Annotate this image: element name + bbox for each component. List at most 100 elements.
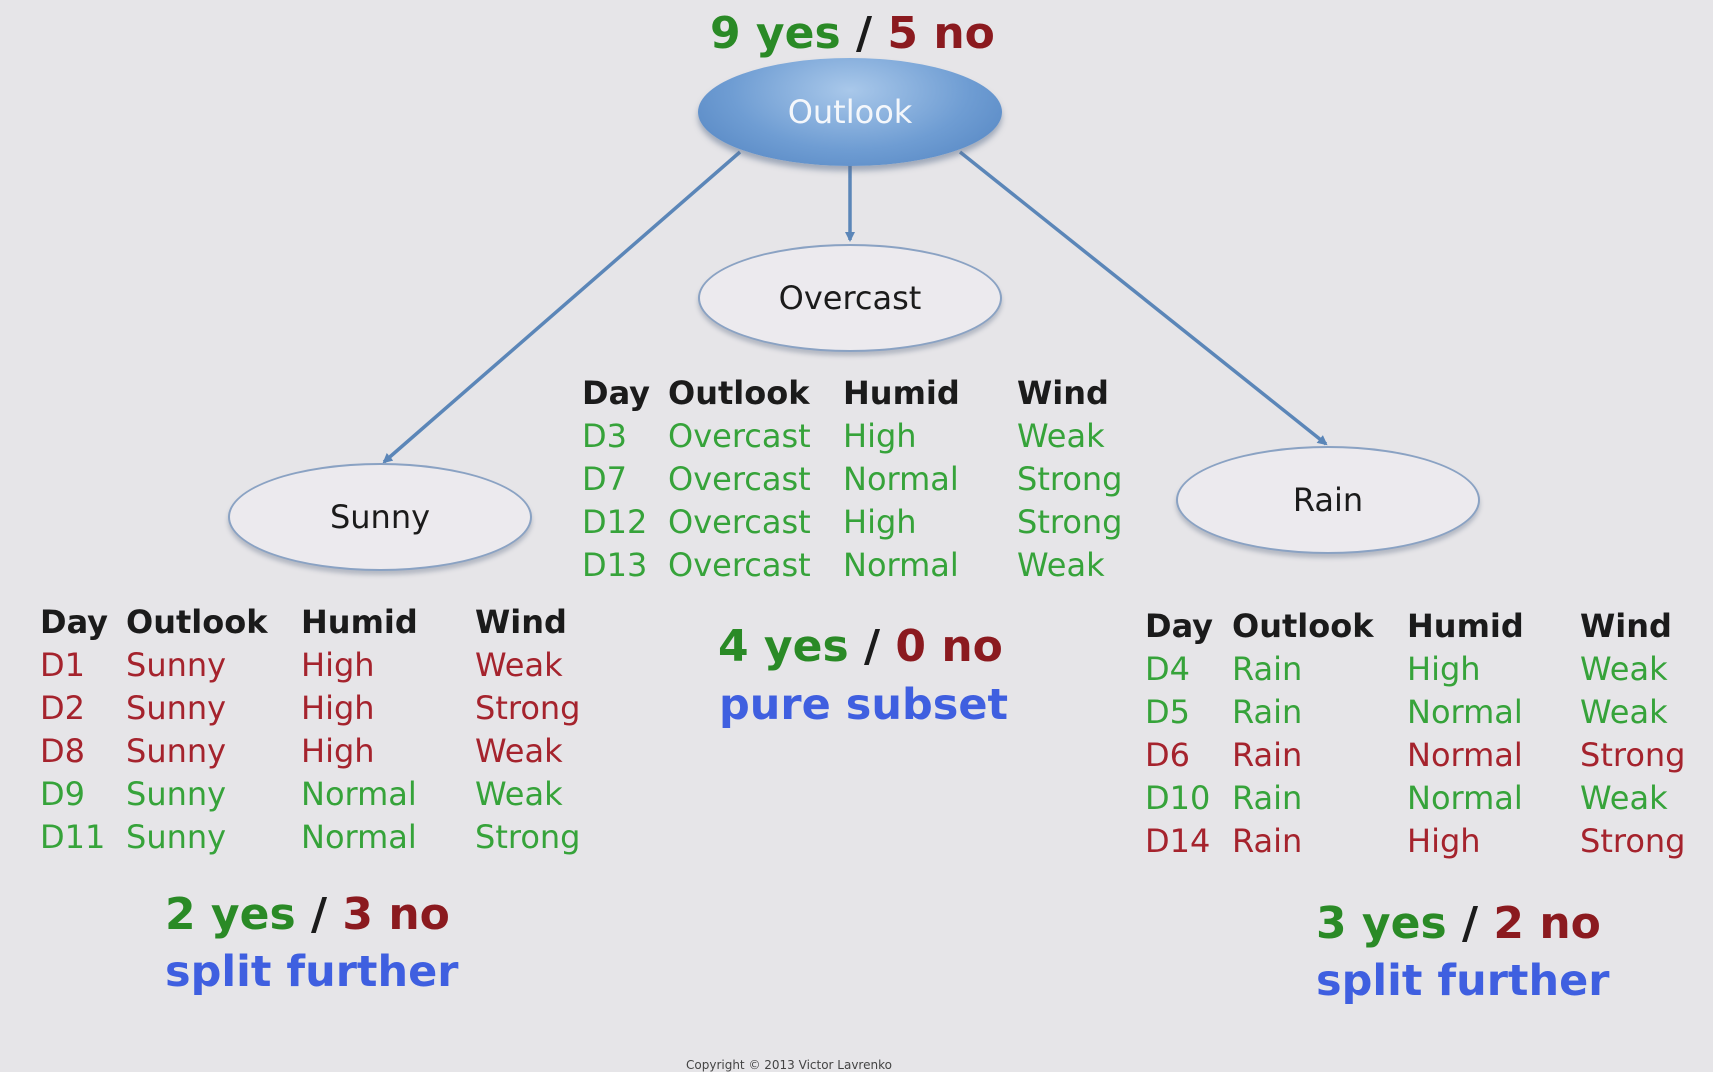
node-sunny-label: Sunny: [329, 498, 431, 536]
cell-day: D8: [40, 731, 85, 770]
overcast-yes-count: 4 yes: [718, 621, 849, 672]
column-header-wind: Wind: [1017, 373, 1109, 412]
column-header-day: Day: [1145, 606, 1214, 645]
cell-humid: Normal: [1407, 735, 1523, 774]
table-header-row: Day Outlook Humid Wind: [582, 371, 1147, 414]
cell-day: D10: [1145, 778, 1211, 817]
table-row: D4 Rain High Weak: [1145, 647, 1700, 690]
cell-humid: Normal: [843, 545, 959, 584]
column-header-outlook: Outlook: [668, 373, 810, 412]
rain-slash: /: [1461, 898, 1479, 949]
root-no-count: 5 no: [887, 8, 995, 59]
edge-to-sunny: [382, 150, 742, 464]
cell-humid: High: [301, 645, 375, 684]
cell-wind: Strong: [1580, 821, 1686, 860]
cell-humid: High: [301, 688, 375, 727]
cell-day: D12: [582, 502, 648, 541]
cell-day: D3: [582, 416, 627, 455]
overcast-note: pure subset: [719, 680, 1009, 730]
table-row: D11 Sunny Normal Strong: [40, 815, 605, 858]
sunny-subset-table: Day Outlook Humid Wind D1 Sunny High Weak D2 Sun…: [40, 600, 605, 858]
cell-wind: Weak: [475, 774, 563, 813]
table-header-row: Day Outlook Humid Wind: [40, 600, 605, 643]
rain-yes-count: 3 yes: [1316, 898, 1447, 949]
rain-no-count: 2 no: [1493, 898, 1601, 949]
column-header-humid: Humid: [843, 373, 960, 412]
overcast-no-count: 0 no: [895, 621, 1003, 672]
edge-to-rain: [958, 150, 1328, 446]
sunny-slash: /: [310, 889, 328, 940]
table-row: D2 Sunny High Strong: [40, 686, 605, 729]
cell-humid: High: [1407, 821, 1481, 860]
column-header-day: Day: [582, 373, 651, 412]
column-header-wind: Wind: [475, 602, 567, 641]
cell-outlook: Sunny: [126, 774, 227, 813]
table-header-row: Day Outlook Humid Wind: [1145, 604, 1700, 647]
cell-outlook: Overcast: [668, 459, 811, 498]
column-header-day: Day: [40, 602, 109, 641]
cell-wind: Weak: [1580, 778, 1668, 817]
cell-outlook: Rain: [1232, 821, 1303, 860]
node-rain-label: Rain: [1292, 481, 1364, 519]
column-header-humid: Humid: [301, 602, 418, 641]
column-header-wind: Wind: [1580, 606, 1672, 645]
table-row: D8 Sunny High Weak: [40, 729, 605, 772]
column-header-outlook: Outlook: [126, 602, 268, 641]
node-rain: Rain: [1176, 446, 1480, 554]
root-counts: 9 yes / 5 no: [710, 12, 995, 56]
cell-wind: Weak: [1017, 545, 1105, 584]
cell-humid: Normal: [301, 774, 417, 813]
table-row: D1 Sunny High Weak: [40, 643, 605, 686]
cell-wind: Strong: [475, 688, 581, 727]
cell-wind: Weak: [475, 731, 563, 770]
cell-day: D13: [582, 545, 648, 584]
cell-humid: High: [1407, 649, 1481, 688]
root-node-label: Outlook: [787, 93, 913, 131]
cell-wind: Weak: [1580, 649, 1668, 688]
table-row: D7 Overcast Normal Strong: [582, 457, 1147, 500]
rain-note: split further: [1316, 956, 1610, 1006]
cell-wind: Strong: [1017, 502, 1123, 541]
cell-day: D1: [40, 645, 85, 684]
table-row: D10 Rain Normal Weak: [1145, 776, 1700, 819]
table-row: D13 Overcast Normal Weak: [582, 543, 1147, 586]
table-row: D6 Rain Normal Strong: [1145, 733, 1700, 776]
cell-outlook: Sunny: [126, 817, 227, 856]
cell-wind: Weak: [1017, 416, 1105, 455]
cell-outlook: Rain: [1232, 692, 1303, 731]
cell-day: D5: [1145, 692, 1190, 731]
cell-humid: Normal: [1407, 778, 1523, 817]
column-header-humid: Humid: [1407, 606, 1524, 645]
cell-outlook: Sunny: [126, 731, 227, 770]
cell-day: D14: [1145, 821, 1211, 860]
sunny-yes-count: 2 yes: [165, 889, 296, 940]
node-overcast: Overcast: [698, 244, 1002, 352]
cell-wind: Weak: [1580, 692, 1668, 731]
sunny-note: split further: [165, 947, 459, 997]
cell-outlook: Rain: [1232, 649, 1303, 688]
sunny-no-count: 3 no: [342, 889, 450, 940]
root-slash: /: [855, 8, 873, 59]
cell-day: D9: [40, 774, 85, 813]
cell-day: D2: [40, 688, 85, 727]
cell-day: D4: [1145, 649, 1190, 688]
cell-wind: Strong: [1580, 735, 1686, 774]
cell-day: D7: [582, 459, 627, 498]
cell-humid: High: [301, 731, 375, 770]
table-row: D3 Overcast High Weak: [582, 414, 1147, 457]
rain-subset-table: Day Outlook Humid Wind D4 Rain High Weak D5 Rain…: [1145, 604, 1700, 862]
table-row: D12 Overcast High Strong: [582, 500, 1147, 543]
copyright-footer: Copyright © 2013 Victor Lavrenko: [686, 1058, 892, 1072]
table-row: D9 Sunny Normal Weak: [40, 772, 605, 815]
cell-outlook: Overcast: [668, 416, 811, 455]
cell-outlook: Rain: [1232, 778, 1303, 817]
table-row: D14 Rain High Strong: [1145, 819, 1700, 862]
overcast-subset-table: Day Outlook Humid Wind D3 Overcast High Weak D7…: [582, 371, 1147, 586]
sunny-counts: 2 yes / 3 no: [165, 893, 450, 937]
root-node-outlook: Outlook: [698, 58, 1002, 166]
rain-counts: 3 yes / 2 no: [1316, 902, 1601, 946]
cell-humid: Normal: [843, 459, 959, 498]
cell-day: D11: [40, 817, 106, 856]
